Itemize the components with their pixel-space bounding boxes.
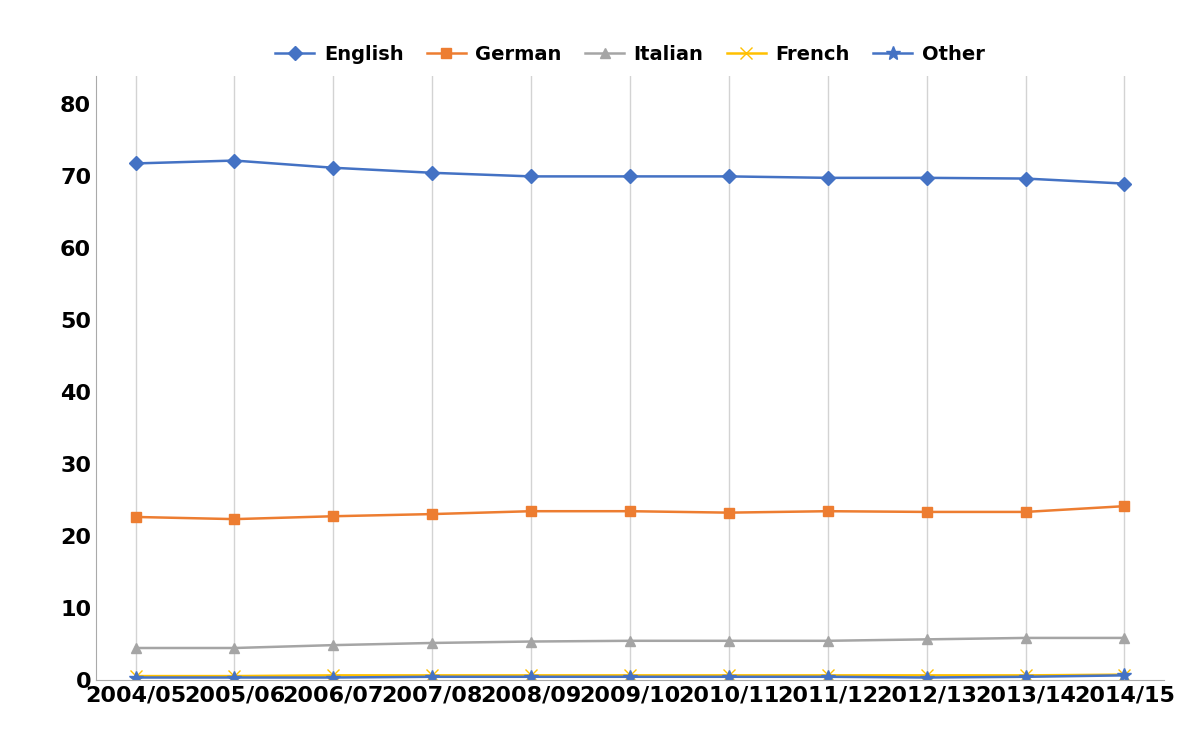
Legend: English, German, Italian, French, Other: English, German, Italian, French, Other <box>268 37 992 72</box>
Italian <box>128 643 143 652</box>
German <box>721 508 736 517</box>
Italian <box>425 638 439 647</box>
French <box>821 671 835 680</box>
German <box>1019 507 1033 516</box>
English <box>524 172 539 181</box>
Other <box>524 672 539 681</box>
Other <box>919 673 934 682</box>
Line: English: English <box>131 156 1129 188</box>
German <box>524 507 539 516</box>
French <box>623 671 637 680</box>
Italian <box>821 637 835 646</box>
Line: Italian: Italian <box>131 633 1129 653</box>
Line: Other: Other <box>128 668 1132 684</box>
German <box>1117 502 1132 511</box>
Italian <box>721 637 736 646</box>
English <box>821 173 835 182</box>
English <box>623 172 637 181</box>
Other <box>1117 671 1132 680</box>
English <box>1019 174 1033 183</box>
German <box>227 515 241 524</box>
Other <box>425 672 439 681</box>
English <box>425 169 439 178</box>
French <box>524 671 539 680</box>
English <box>326 163 341 172</box>
English <box>721 172 736 181</box>
Italian <box>919 635 934 644</box>
French <box>1117 670 1132 679</box>
Italian <box>623 637 637 646</box>
French <box>326 671 341 680</box>
Other <box>821 672 835 681</box>
French <box>128 671 143 680</box>
German <box>821 507 835 516</box>
Italian <box>227 643 241 652</box>
Italian <box>1117 634 1132 643</box>
Other <box>721 672 736 681</box>
German <box>128 513 143 522</box>
French <box>227 671 241 680</box>
Italian <box>1019 634 1033 643</box>
Other <box>326 673 341 682</box>
Line: French: French <box>130 668 1130 683</box>
French <box>919 671 934 680</box>
French <box>425 671 439 680</box>
English <box>227 156 241 165</box>
English <box>919 173 934 182</box>
Italian <box>524 637 539 646</box>
German <box>623 507 637 516</box>
Other <box>1019 672 1033 681</box>
Other <box>227 673 241 682</box>
English <box>128 159 143 168</box>
German <box>919 507 934 516</box>
French <box>721 671 736 680</box>
German <box>425 510 439 519</box>
Other <box>623 672 637 681</box>
Other <box>128 673 143 682</box>
French <box>1019 671 1033 680</box>
German <box>326 512 341 521</box>
English <box>1117 179 1132 188</box>
Line: German: German <box>131 501 1129 524</box>
Italian <box>326 640 341 649</box>
